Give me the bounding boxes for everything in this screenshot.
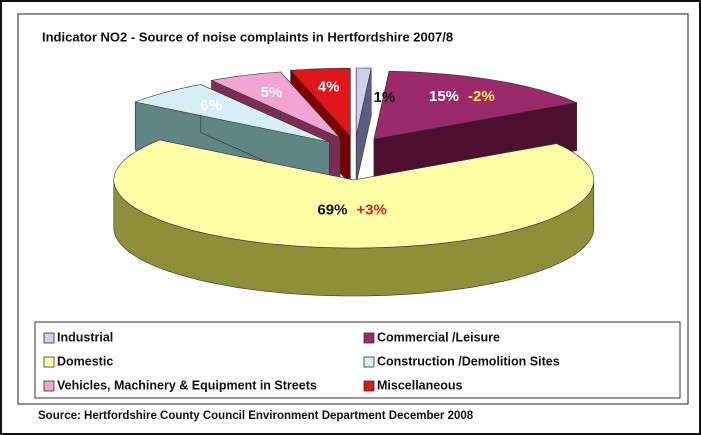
chart-title: Indicator NO2 - Source of noise complain… <box>42 29 453 44</box>
pie-slice <box>373 70 578 188</box>
slice-top <box>355 67 372 137</box>
legend-swatch <box>43 356 55 368</box>
slice-top <box>210 71 341 139</box>
data-label: 15% <box>429 88 459 105</box>
legend-swatch <box>43 380 55 392</box>
slice-top <box>134 84 330 143</box>
slice-top <box>113 139 595 249</box>
data-label: 1% <box>374 89 396 106</box>
legend-label: Industrial <box>57 330 113 344</box>
data-label: 4% <box>318 79 340 96</box>
pie-slice <box>355 67 372 185</box>
slice-top <box>289 67 351 137</box>
legend-swatch <box>363 332 375 344</box>
slice-top <box>373 70 578 140</box>
legend-label: Miscellaneous <box>377 378 462 392</box>
source-note: Source: Hertfordshire County Council Env… <box>38 410 474 422</box>
data-label: 6% <box>200 97 222 114</box>
data-label: 5% <box>261 84 283 101</box>
change-annotation: +3% <box>356 202 386 219</box>
data-label: 69% <box>317 202 347 219</box>
legend-label: Construction /Demolition Sites <box>377 354 560 368</box>
legend-label: Vehicles, Machinery & Equipment in Stree… <box>57 378 317 392</box>
legend-label: Commercial /Leisure <box>377 330 500 344</box>
legend-swatch <box>363 380 375 392</box>
pie-slice <box>113 139 595 297</box>
legend-swatch <box>43 332 55 344</box>
legend-label: Domestic <box>57 354 113 368</box>
change-annotation: -2% <box>468 88 495 105</box>
legend-box <box>34 321 681 399</box>
legend-swatch <box>363 356 375 368</box>
